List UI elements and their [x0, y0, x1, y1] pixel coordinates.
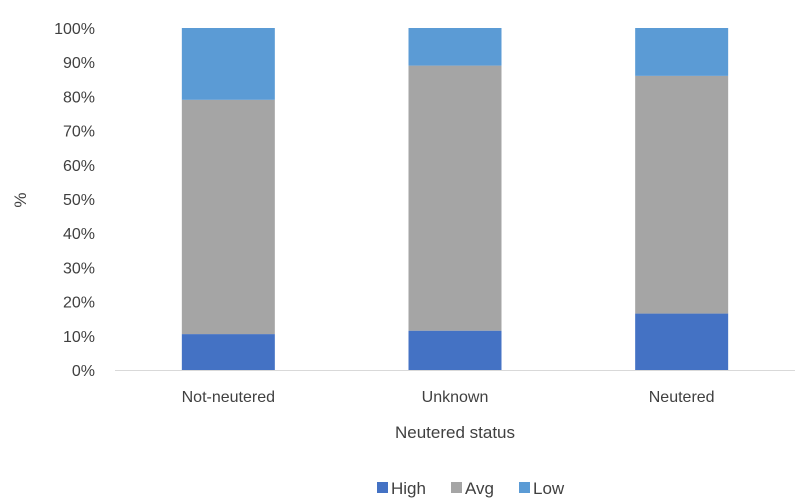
bar-segment-avg-unknown: [408, 65, 502, 331]
legend-swatch-high: [377, 482, 388, 493]
y-tick-label: 10%: [63, 329, 95, 346]
legend-label-high: High: [391, 479, 426, 498]
bar-segment-avg-not-neutered: [181, 99, 275, 335]
y-tick-label: 20%: [63, 295, 95, 312]
bar-segment-high-neutered: [635, 313, 729, 370]
x-tick-label: Not-neutered: [182, 389, 275, 406]
bar-segment-low-not-neutered: [181, 28, 275, 100]
bar-segment-avg-neutered: [635, 75, 729, 314]
bar-segment-high-not-neutered: [181, 334, 275, 370]
y-tick-label: 30%: [63, 260, 95, 277]
y-tick-label: 40%: [63, 226, 95, 243]
bars: [181, 28, 729, 370]
y-tick-label: 60%: [63, 158, 95, 175]
y-axis-title: %: [11, 192, 30, 207]
y-tick-label: 50%: [63, 192, 95, 209]
legend-label-avg: Avg: [465, 479, 494, 498]
x-tick-label: Neutered: [649, 389, 715, 406]
bar-segment-high-unknown: [408, 330, 502, 370]
legend-swatch-low: [519, 482, 530, 493]
legend-swatch-avg: [451, 482, 462, 493]
y-tick-label: 100%: [54, 21, 95, 38]
y-tick-label: 80%: [63, 89, 95, 106]
x-axis-title: Neutered status: [395, 423, 515, 442]
y-tick-label: 70%: [63, 124, 95, 141]
legend: High Avg Low: [377, 479, 565, 498]
x-axis-ticks: Not-neutered Unknown Neutered: [182, 389, 715, 406]
y-tick-label: 0%: [72, 363, 95, 380]
y-axis-ticks: 0% 10% 20% 30% 40% 50% 60% 70% 80% 90% 100%: [54, 21, 95, 380]
legend-label-low: Low: [533, 479, 565, 498]
bar-segment-low-neutered: [635, 28, 729, 76]
x-tick-label: Unknown: [422, 389, 489, 406]
bar-segment-low-unknown: [408, 28, 502, 66]
y-tick-label: 90%: [63, 55, 95, 72]
